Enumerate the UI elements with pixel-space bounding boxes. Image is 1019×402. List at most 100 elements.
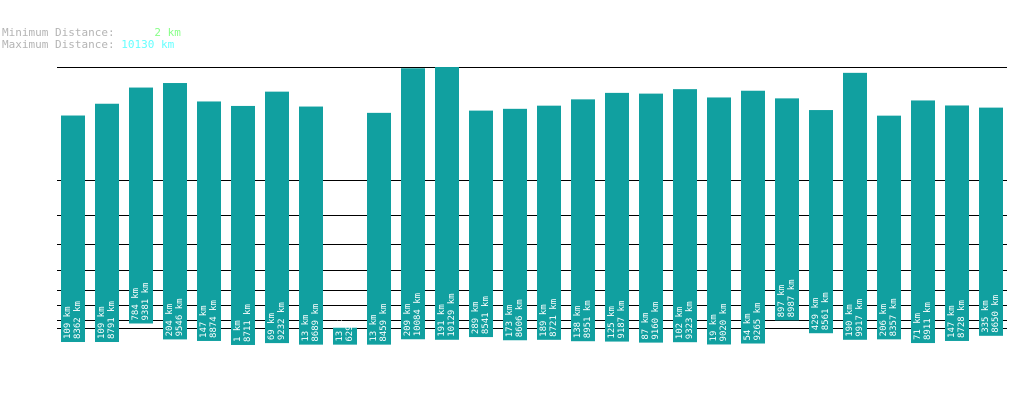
bar-max-label: 8911 km (923, 302, 933, 340)
bar-max-label: 9546 km (175, 298, 185, 336)
bar-min-label: 189 km (539, 304, 549, 337)
bar-min-label: 204 km (165, 304, 175, 337)
bar-max-label: 8987 km (787, 279, 797, 317)
bar-max-label: 9381 km (141, 283, 151, 321)
bar-group: 102 km 9323 km (673, 89, 697, 343)
bar-max-label: 8791 km (107, 301, 117, 339)
bar-min-label: 429 km (811, 298, 821, 331)
bar-min-label: 147 km (947, 305, 957, 338)
bar (61, 115, 85, 343)
bar-min-label: 289 km (471, 302, 481, 335)
bar-group: 784 km 9381 km (129, 87, 153, 324)
bar-group: 429 km 8561 km (809, 110, 833, 334)
bar (435, 67, 459, 340)
bar-max-label: 9160 km (651, 302, 661, 340)
bar-max-label: 9232 km (277, 302, 287, 340)
min-distance-row: Minimum Distance: 2 km (2, 27, 181, 39)
bar-min-label: 19 km (709, 314, 719, 341)
bar-group: 125 km 9187 km (605, 92, 629, 342)
bar-max-label: 9265 km (753, 303, 763, 341)
bar-max-label: 8689 km (311, 304, 321, 342)
bar-max-label: 8459 km (379, 304, 389, 342)
max-distance-value: 10130 km (121, 38, 175, 51)
bar (911, 100, 935, 344)
bar-max-label: 8561 km (821, 292, 831, 330)
bar (809, 110, 833, 334)
bar (877, 115, 901, 340)
bar (197, 101, 221, 341)
bar-max-label: 8711 km (243, 304, 253, 342)
bar-group: 71 km 8911 km (911, 100, 935, 344)
bar-group: 147 km 8728 km (945, 105, 969, 341)
bar-group: 69 km 9232 km (265, 91, 289, 344)
bar (537, 105, 561, 340)
bar (333, 327, 357, 345)
bar-max-label: 629 km (345, 309, 355, 342)
bar-group: 897 km 8987 km (775, 98, 799, 321)
bar-group: 206 km 8357 km (877, 115, 901, 340)
bar-group: 191 km 10129 km (435, 67, 459, 340)
bar-min-label: 147 km (199, 305, 209, 338)
bar (571, 99, 595, 342)
max-distance-label: Maximum Distance: (2, 38, 115, 51)
bar-group: 13 km 629 km (333, 309, 357, 345)
bar-group: 13 km 8459 km (367, 112, 391, 345)
bar-min-label: 191 km (437, 304, 447, 337)
bar-group: 173 km 8606 km (503, 108, 527, 341)
bar-max-label: 8606 km (515, 299, 525, 337)
bar-group: 335 km 8650 km (979, 107, 1003, 336)
max-distance-row: Maximum Distance: 10130 km (2, 39, 181, 51)
bar-min-label: 13 km (335, 315, 345, 342)
bar-min-label: 190 km (845, 304, 855, 337)
bar-min-label: 335 km (981, 300, 991, 333)
bar (95, 103, 119, 343)
bar-min-label: 897 km (777, 285, 787, 318)
bar-max-label: 8357 km (889, 298, 899, 336)
bar-min-label: 13 km (369, 315, 379, 342)
bar-max-label: 9187 km (617, 301, 627, 339)
bar (673, 89, 697, 343)
bar-group: 87 km 9160 km (639, 93, 663, 343)
bar-group: 13 km 8689 km (299, 106, 323, 345)
bar-min-label: 209 km (403, 304, 413, 337)
bar-group: 54 km 9265 km (741, 90, 765, 344)
bar (469, 110, 493, 338)
bar-group: 209 km 10084 km (401, 68, 425, 340)
bar-min-label: 173 km (505, 305, 515, 338)
bar (163, 83, 187, 340)
bar-group: 138 km 8951 km (571, 99, 595, 342)
bar-max-label: 9020 km (719, 304, 729, 342)
min-distance-value: 2 km (154, 26, 181, 39)
bar-max-label: 9323 km (685, 301, 695, 339)
bar-min-label: 71 km (913, 313, 923, 340)
bar-min-label: 54 km (743, 313, 753, 340)
bar-max-label: 10084 km (413, 293, 423, 336)
bar-group: 109 km 8362 km (61, 115, 85, 343)
bar-max-label: 8874 km (209, 300, 219, 338)
bar-min-label: 13 km (301, 315, 311, 342)
bar (843, 72, 867, 340)
bar-group: 109 km 8791 km (95, 103, 119, 343)
bar (503, 108, 527, 341)
bar-min-label: 109 km (97, 306, 107, 339)
bar (945, 105, 969, 341)
bar-max-label: 8721 km (549, 299, 559, 337)
bar-max-label: 8650 km (991, 295, 1001, 333)
bar-max-label: 8951 km (583, 300, 593, 338)
bar (639, 93, 663, 343)
bar-group: 189 km 8721 km (537, 105, 561, 340)
bar (129, 87, 153, 324)
bar-group: 19 km 9020 km (707, 97, 731, 345)
distance-stats: Minimum Distance: 2 km Maximum Distance:… (2, 27, 181, 51)
bar-max-label: 8541 km (481, 296, 491, 334)
bar (741, 90, 765, 344)
bar-group: 1 km 8711 km (231, 105, 255, 345)
bar-group: 289 km 8541 km (469, 110, 493, 338)
bar-max-label: 10129 km (447, 293, 457, 336)
bar-min-label: 1 km (233, 320, 243, 342)
bar-min-label: 784 km (131, 288, 141, 321)
bar-min-label: 125 km (607, 306, 617, 339)
bar-group: 147 km 8874 km (197, 101, 221, 341)
bar-group: 204 km 9546 km (163, 83, 187, 340)
